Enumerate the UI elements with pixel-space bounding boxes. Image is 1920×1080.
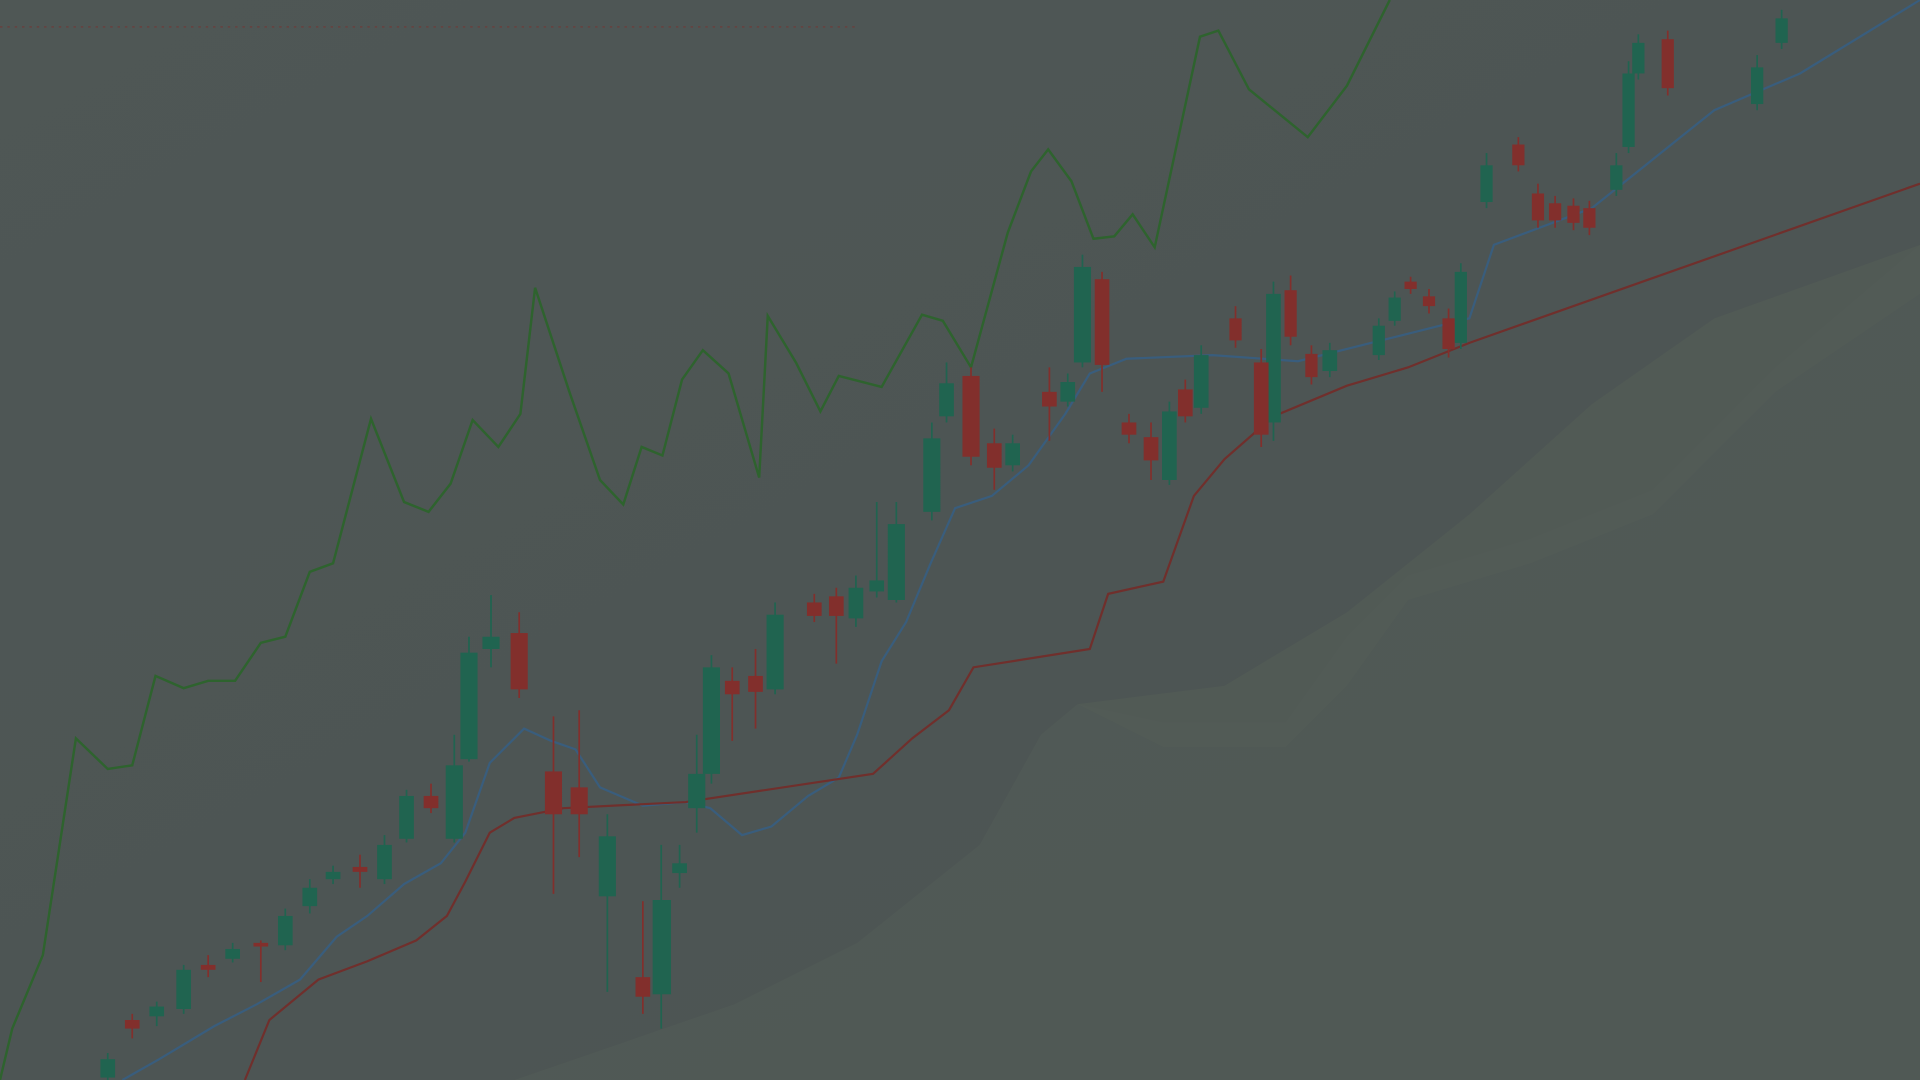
green-line <box>0 0 1391 1080</box>
cloud-band <box>1077 244 1920 747</box>
cloud-area <box>514 244 1920 1080</box>
falling-candles <box>124 30 1674 1039</box>
rising-candles <box>100 9 1788 1080</box>
